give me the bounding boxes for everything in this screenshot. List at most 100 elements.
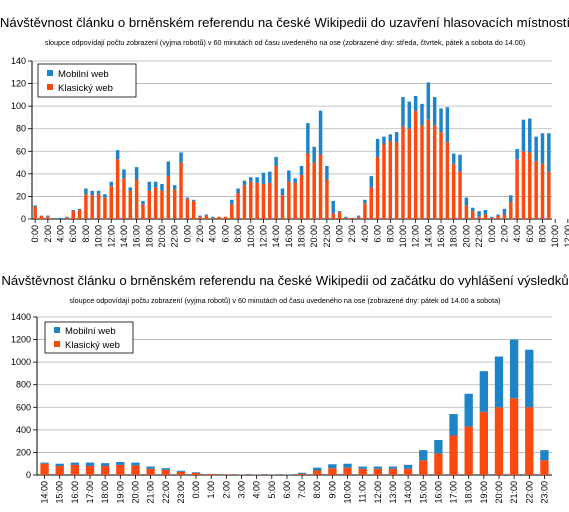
bar-classic <box>483 214 488 219</box>
bar-mobile <box>312 146 316 163</box>
x-tick-label: 12:00 <box>411 225 421 248</box>
x-tick-label: 12:00 <box>106 225 116 248</box>
x-tick-label: 4:00 <box>512 225 522 243</box>
bar-classic <box>230 204 234 219</box>
chart-bottom-legend: Mobilní web Klasický web <box>44 321 134 354</box>
x-tick-label: 13:00 <box>388 481 398 504</box>
bar-mobile <box>445 107 450 143</box>
bar-mobile <box>287 170 291 182</box>
bar-classic <box>115 159 120 219</box>
bar-mobile <box>71 209 75 212</box>
bar-classic <box>100 465 110 475</box>
bar-mobile <box>375 138 380 157</box>
x-tick-label: 2:00 <box>195 225 205 243</box>
bar-classic <box>280 195 285 219</box>
bar-mobile <box>470 207 475 212</box>
bar-classic <box>249 181 253 219</box>
x-tick-label: 20:00 <box>157 225 167 248</box>
bar-mobile <box>153 181 158 188</box>
bar-classic <box>299 174 304 219</box>
bar-mobile <box>146 466 155 469</box>
bar-mobile <box>198 215 202 217</box>
bar-mobile <box>490 216 494 218</box>
bar-classic <box>547 171 551 219</box>
bar-classic <box>255 182 259 219</box>
bar-mobile <box>388 134 393 142</box>
bar-classic <box>172 189 177 219</box>
bar-mobile <box>210 216 215 218</box>
bar-classic <box>445 142 450 219</box>
bar-classic <box>451 163 456 219</box>
bar-mobile <box>413 95 418 111</box>
x-tick-label: 0:00 <box>487 225 497 243</box>
bar-mobile <box>525 349 534 408</box>
bar-mobile <box>540 450 549 461</box>
legend-mobile-label: Mobilní web <box>58 69 109 80</box>
bar-mobile <box>534 136 538 162</box>
x-tick-label: 22:00 <box>474 225 484 248</box>
bar-classic <box>153 187 158 219</box>
x-tick-label: 10:00 <box>398 225 408 248</box>
y-tick-label: 60 <box>16 146 26 156</box>
y-tick-label: 600 <box>16 402 31 412</box>
bar-classic <box>210 217 215 219</box>
bar-classic <box>55 465 64 475</box>
bar-mobile <box>509 339 519 399</box>
bar-classic <box>344 217 348 219</box>
bar-classic <box>496 215 500 219</box>
bar-mobile <box>419 450 428 461</box>
bar-classic <box>363 203 367 219</box>
bar-mobile <box>122 169 126 179</box>
bar-mobile <box>90 190 94 196</box>
bar-mobile <box>58 217 63 219</box>
chart-top-y-ticks: 0 20 40 60 80 100 120 140 <box>11 56 26 224</box>
bar-classic <box>96 194 101 219</box>
x-tick-label: 16:00 <box>436 225 446 248</box>
bar-mobile <box>166 161 171 177</box>
bar-classic <box>313 470 322 475</box>
bar-classic <box>458 171 462 219</box>
bar-classic <box>39 215 44 219</box>
x-tick-label: 18:00 <box>297 225 307 248</box>
x-tick-label: 23:00 <box>539 481 549 504</box>
x-tick-label: 6:00 <box>282 481 292 499</box>
bar-classic <box>204 215 209 219</box>
chart-bottom: Návštěvnost článku o brněnském referendu… <box>1 273 568 504</box>
bar-mobile <box>515 149 519 160</box>
bar-classic <box>343 467 352 475</box>
x-tick-label: 20:00 <box>494 481 504 504</box>
y-tick-label: 1000 <box>11 357 31 367</box>
bar-classic <box>71 211 75 219</box>
bar-mobile <box>356 215 361 217</box>
x-tick-label: 14:00 <box>40 481 50 504</box>
bar-mobile <box>141 200 145 205</box>
bar-mobile <box>161 468 170 470</box>
bar-mobile <box>439 108 443 133</box>
y-tick-label: 140 <box>11 56 26 66</box>
bar-mobile <box>496 214 500 216</box>
bar-classic <box>331 213 335 219</box>
bar-mobile <box>40 462 49 464</box>
bar-classic <box>521 151 526 219</box>
bar-mobile <box>293 178 297 183</box>
bar-mobile <box>343 463 352 468</box>
bar-classic <box>306 153 310 219</box>
bar-classic <box>40 463 49 475</box>
y-tick-label: 1200 <box>11 335 31 345</box>
bar-mobile <box>100 463 110 466</box>
bar-classic <box>46 216 50 219</box>
chart-top-subtitle: sloupce odpovídají počtu zobrazení (vyjm… <box>45 38 525 47</box>
x-tick-label: 18:00 <box>464 481 474 504</box>
x-tick-label: 4:00 <box>252 481 262 499</box>
bar-mobile <box>128 187 133 191</box>
x-tick-label: 16:00 <box>284 225 294 248</box>
bar-classic <box>222 474 231 475</box>
bar-mobile <box>115 150 120 160</box>
bar-classic <box>426 119 431 219</box>
y-tick-label: 1400 <box>11 312 31 322</box>
bar-classic <box>166 176 171 219</box>
bar-classic <box>540 460 549 475</box>
x-tick-label: 14:00 <box>403 481 413 504</box>
bar-classic <box>274 165 278 219</box>
bar-mobile <box>540 133 545 164</box>
